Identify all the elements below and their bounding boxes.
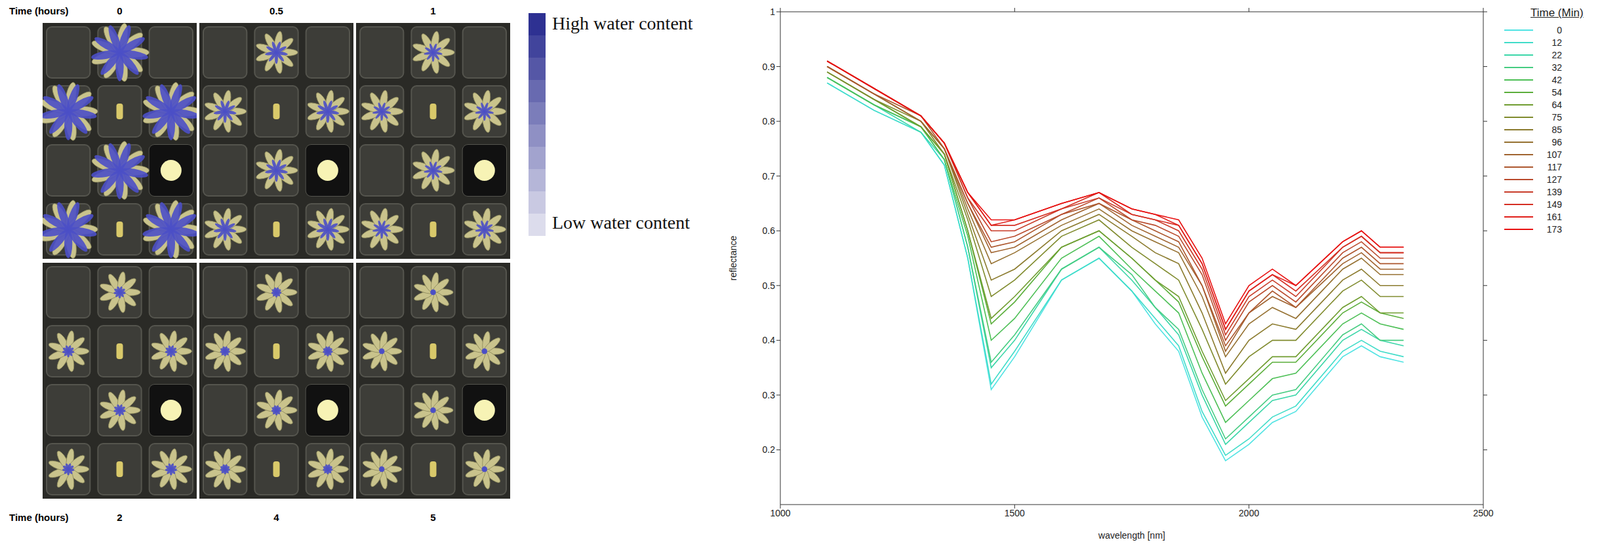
html-text:0: 0 — [116, 5, 123, 17]
html-text:127: 127 — [1546, 174, 1562, 185]
html-text:Low water content: Low water content — [552, 212, 690, 233]
html-text:Time (hours): Time (hours) — [9, 5, 69, 17]
html-text:0.5: 0.5 — [269, 5, 284, 17]
html-text:22: 22 — [1551, 49, 1562, 60]
html-text:0: 0 — [1556, 24, 1562, 36]
html-text:12: 12 — [1551, 37, 1562, 48]
svg-text:0.8: 0.8 — [762, 116, 776, 127]
svg-text:2500: 2500 — [1472, 508, 1494, 519]
svg-text:0.9: 0.9 — [762, 61, 776, 73]
svg-text:0.7: 0.7 — [762, 171, 776, 182]
svg-text:2000: 2000 — [1238, 508, 1260, 519]
svg-text:0.4: 0.4 — [762, 335, 776, 346]
svg-text:wavelength [nm]: wavelength [nm] — [1097, 530, 1166, 541]
svg-text:0.3: 0.3 — [762, 390, 776, 401]
html-text:85: 85 — [1551, 124, 1562, 135]
html-text:107: 107 — [1546, 149, 1562, 160]
html-text:Time (hours): Time (hours) — [9, 512, 69, 524]
html-text:149: 149 — [1546, 199, 1562, 210]
html-text:173: 173 — [1546, 223, 1562, 235]
html-text:High water content: High water content — [552, 13, 693, 34]
html-text:Time (Min): Time (Min) — [1530, 6, 1584, 20]
svg-text:0.6: 0.6 — [762, 225, 776, 237]
html-text:32: 32 — [1551, 61, 1562, 73]
html-text:117: 117 — [1547, 161, 1562, 173]
html-text:96: 96 — [1551, 136, 1562, 148]
html-text:2: 2 — [116, 512, 123, 524]
svg-text:1: 1 — [769, 6, 776, 18]
html-text:161: 161 — [1546, 211, 1562, 222]
html-text:139: 139 — [1546, 186, 1562, 198]
html-text:1: 1 — [430, 5, 436, 17]
html-text:42: 42 — [1551, 74, 1562, 85]
html-text:54: 54 — [1551, 86, 1562, 98]
svg-text:1500: 1500 — [1004, 508, 1025, 519]
svg-text:1000: 1000 — [769, 508, 791, 519]
html-text:64: 64 — [1551, 99, 1562, 110]
html-text:75: 75 — [1551, 111, 1562, 123]
html-text:5: 5 — [430, 512, 436, 524]
svg-text:reflectance: reflectance — [727, 236, 739, 282]
svg-text:0.2: 0.2 — [762, 444, 776, 456]
svg-text:0.5: 0.5 — [762, 280, 776, 292]
html-text:4: 4 — [273, 512, 280, 524]
